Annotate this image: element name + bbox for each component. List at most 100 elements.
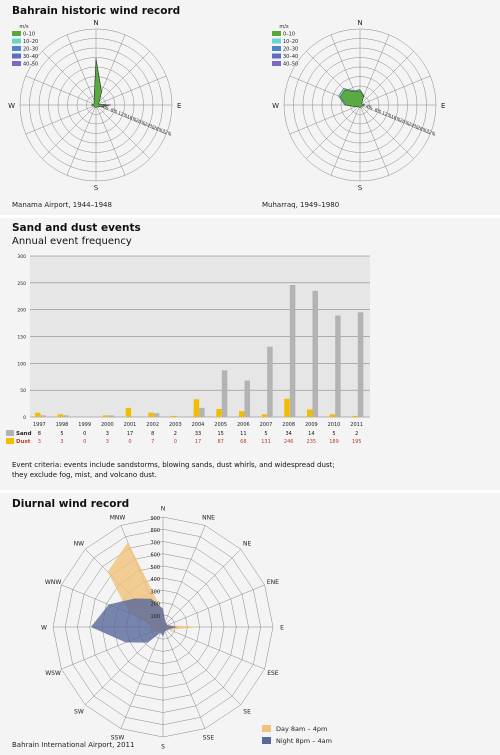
criteria-line-1: Event criteria: events include sandstorm… (12, 461, 335, 469)
rose-legend-swatch (12, 38, 21, 44)
rose-legend-label: 20–30 (23, 47, 38, 53)
rose-pct-label: 20% (399, 118, 411, 128)
rose-caption-manama: Manama Airport, 1944–1948 (12, 201, 112, 209)
rose-caption-muharraq: Muharraq, 1949–1980 (262, 201, 340, 209)
diurnal-spoke (162, 626, 206, 729)
rose-spoke (95, 104, 150, 159)
bar-sand (239, 411, 245, 417)
bar-sand (148, 412, 154, 417)
sand-count-label: 33 (195, 431, 201, 437)
rose-dir-label: N (93, 19, 98, 27)
bar-sand (216, 408, 222, 417)
rose-legend-label: 20–30 (283, 47, 298, 53)
sand-count-label: 14 (308, 431, 314, 437)
rose-speed-band (339, 89, 366, 108)
diurnal-dir-label: W (41, 625, 47, 632)
diurnal-dir-label: WSW (45, 670, 61, 677)
bar-dust (40, 415, 46, 417)
rose-spoke (306, 104, 361, 159)
diurnal-dir-label: NE (243, 540, 251, 547)
diurnal-dir-label: SE (243, 709, 251, 716)
rose-pct-label: 28% (416, 125, 428, 135)
diurnal-dir-label: MNW (110, 515, 126, 522)
diurnal-radius-label: 300 (150, 589, 160, 595)
sand-count-label: 5 (60, 431, 63, 437)
rose-spoke (359, 104, 431, 135)
rose-spoke (359, 34, 390, 106)
bar-dust (357, 312, 364, 417)
diurnal-radius-label: 500 (150, 565, 160, 571)
rose-legend-label: 10–20 (283, 39, 298, 45)
rose-spoke (95, 104, 126, 176)
bar-dust (244, 380, 250, 417)
rose-spoke (289, 104, 361, 135)
rose-spoke (95, 104, 167, 135)
criteria-line-2: they exclude fog, mist, and volcano dust… (12, 471, 157, 479)
event-criteria-note: Event criteria: events include sandstorm… (12, 460, 482, 480)
diurnal-dir-label: WNW (45, 579, 61, 586)
dust-count-label: 3 (38, 439, 41, 445)
rose-pct-label: 12% (381, 110, 393, 120)
sand-count-label: 17 (127, 431, 133, 437)
rose-legend-label: 40–50 (23, 62, 38, 68)
rose-legend-swatch (272, 46, 281, 51)
x-tick-label: 2005 (214, 422, 227, 428)
rose-legend-swatch (272, 53, 281, 59)
bar-dust (312, 290, 318, 417)
bar-sand (352, 415, 358, 417)
diurnal-wind-panel: Diurnal wind record 100 200 300 400 500 600 70… (0, 493, 500, 755)
x-tick-label: 2008 (282, 422, 295, 428)
sand-count-label: 0 (83, 431, 86, 437)
rose-legend-label: 40–50 (283, 62, 298, 68)
bar-sand (103, 415, 109, 417)
x-tick-label: 2001 (124, 422, 137, 428)
diurnal-caption: Bahrain International Airport, 2011 (12, 741, 135, 749)
sand-count-label: 2 (355, 431, 358, 437)
rose-spoke (25, 75, 97, 106)
rose-pct-label: 12% (117, 110, 129, 120)
rose-spoke (95, 51, 150, 106)
diurnal-dir-label: ENE (267, 579, 279, 586)
rose-spoke (25, 104, 97, 135)
dust-count-label: 0 (128, 439, 131, 445)
bar-sand (171, 415, 177, 417)
bar-dust (221, 370, 228, 417)
diurnal-dir-label: SSW (111, 734, 125, 741)
diurnal-spoke (162, 549, 241, 628)
diurnal-spoke (162, 626, 241, 705)
rose-spoke (66, 104, 97, 176)
diurnal-dir-label: S (161, 744, 165, 751)
dust-count-label: 3 (106, 439, 109, 445)
rose-dir-label: S (358, 184, 363, 192)
y-tick-label: 300 (17, 254, 26, 260)
diurnal-dir-label: ESE (267, 670, 279, 677)
rose-spoke (42, 104, 97, 159)
rose-dir-label: W (272, 102, 279, 110)
dust-count-label: 131 (261, 439, 271, 445)
rose-spoke (66, 34, 97, 106)
legend-swatch-day (262, 725, 271, 732)
dust-count-label: 195 (352, 439, 362, 445)
rose-spoke (330, 104, 361, 176)
y-tick-label: 50 (20, 388, 26, 394)
rose-pct-label: 8% (110, 107, 120, 116)
dust-count-label: 17 (195, 439, 201, 445)
historic-wind-panel: Bahrain historic wind record N E S W 4% 8% 12%… (0, 0, 500, 215)
bar-dust (63, 415, 69, 417)
bar-sand (125, 407, 132, 417)
x-tick-label: 2007 (260, 422, 273, 428)
rose-spoke (359, 104, 390, 176)
x-tick-label: 2011 (350, 422, 363, 428)
dust-count-label: 235 (307, 439, 317, 445)
rose-legend-label: 0–10 (283, 32, 295, 38)
rose-dir-label: E (177, 102, 181, 110)
legend-swatch-dust (6, 438, 14, 444)
rose-legend-swatch (12, 31, 21, 36)
diurnal-wind-title: Diurnal wind record (12, 498, 130, 510)
sand-count-label: 11 (240, 431, 246, 437)
rose-legend-label: 10–20 (23, 39, 38, 45)
dust-count-label: 87 (217, 439, 223, 445)
diurnal-spoke (162, 584, 265, 628)
y-tick-label: 0 (23, 415, 26, 421)
